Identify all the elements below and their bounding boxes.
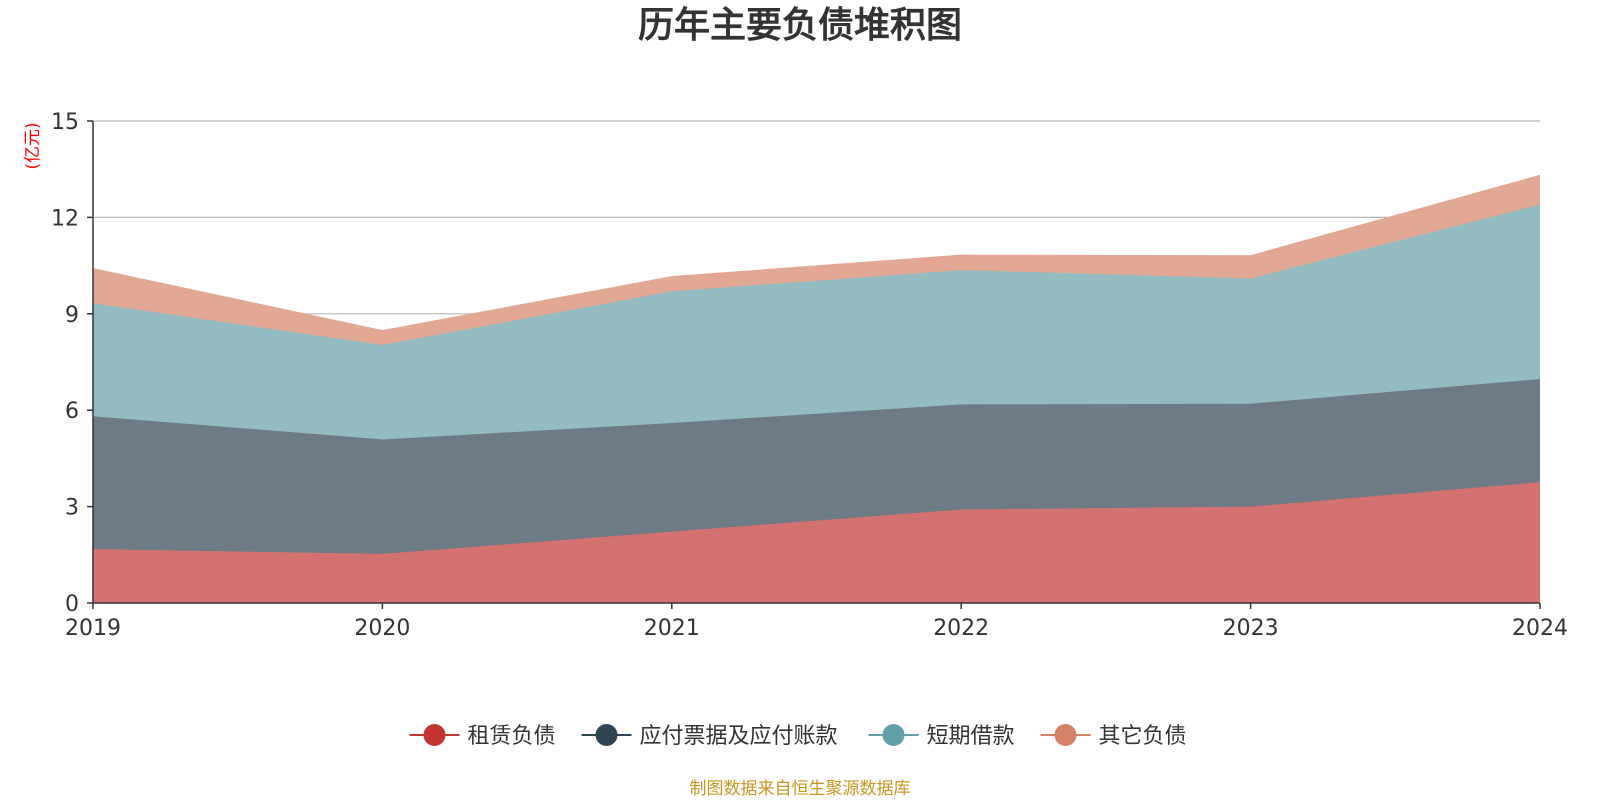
area-series-4-edge [92,174,1541,332]
legend-item-4[interactable]: 其它负债 [1040,724,1187,749]
legend-label: 其它负债 [1099,724,1187,749]
y-tick-label: 15 [51,110,79,135]
x-tick-label: 2019 [65,616,121,641]
area-series-1[interactable] [93,482,1540,603]
legend-item-2[interactable]: 应付票据及应付账款 [581,724,838,749]
legend-label: 租赁负债 [468,724,556,749]
area-series-3[interactable] [93,204,1540,440]
legend[interactable]: 租赁负债 应付票据及应付账款 短期借款 其它负债 [409,724,1187,749]
legend-marker [595,724,618,746]
area-series-4[interactable] [93,175,1540,345]
x-tick-label: 2024 [1512,616,1568,641]
x-tick-label: 2023 [1223,616,1279,641]
y-tick-label: 3 [65,496,79,521]
legend-marker [423,724,446,746]
x-tick-label: 2021 [644,616,700,641]
legend-label: 应付票据及应付账款 [640,724,838,749]
data-source-note: 制图数据来自恒生聚源数据库 [690,779,911,799]
y-tick-label: 6 [65,399,79,424]
legend-marker [882,724,905,746]
area-series-2[interactable] [93,379,1540,554]
chart-title: 历年主要负债堆积图 [638,5,962,46]
y-axis-unit: (亿元) [23,122,43,169]
area-series [92,174,1541,603]
y-tick-label: 0 [65,592,79,617]
y-tick-label: 12 [51,206,79,231]
y-tick-label: 9 [65,303,79,328]
axes: 0 3 6 9 12 15 2019 2020 2021 2022 2023 2024 [51,110,1568,641]
legend-item-1[interactable]: 租赁负债 [409,724,556,749]
legend-label: 短期借款 [927,724,1015,749]
legend-marker [1054,724,1077,746]
x-tick-label: 2022 [933,616,989,641]
legend-item-3[interactable]: 短期借款 [868,724,1015,749]
x-tick-label: 2020 [354,616,410,641]
